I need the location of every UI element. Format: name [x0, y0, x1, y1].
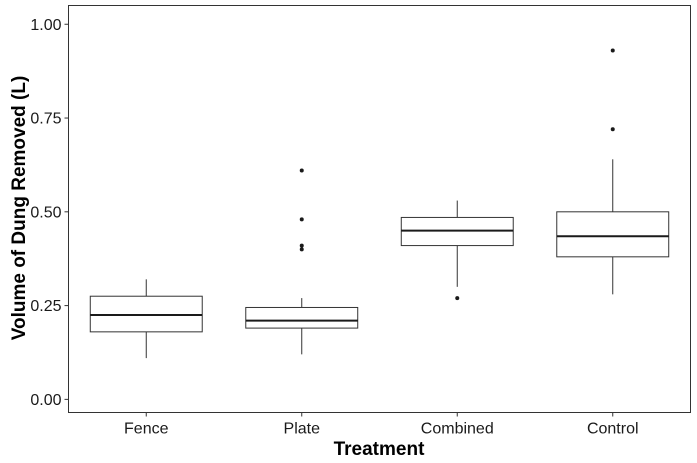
y-axis: 0.00 0.25 0.50 0.75 1.00: [30, 17, 69, 409]
y-axis-title: Volume of Dung Removed (L): [9, 76, 30, 341]
outlier-point: [299, 217, 304, 222]
outlier-point: [610, 48, 615, 53]
y-tick-label: 0.00: [30, 392, 61, 409]
box-fence: [89, 279, 203, 359]
outlier-point: [299, 247, 304, 252]
x-axis: Fence Plate Combined Control: [124, 412, 639, 438]
y-tick-label: 1.00: [30, 17, 61, 34]
plot-panel: [68, 5, 691, 413]
x-tick-label: Plate: [284, 421, 321, 438]
x-axis-title: Treatment: [334, 439, 425, 460]
box-control: [556, 48, 670, 295]
x-tick-label: Combined: [421, 421, 494, 438]
outlier-point: [299, 168, 304, 173]
y-tick-label: 0.25: [30, 298, 61, 315]
y-tick-label: 0.75: [30, 111, 61, 128]
y-tick-label: 0.50: [30, 204, 61, 221]
x-tick-label: Fence: [124, 421, 169, 438]
outlier-point: [455, 296, 460, 301]
box-plate: [245, 168, 359, 355]
iqr-box: [556, 211, 670, 258]
boxes: [89, 48, 670, 359]
box-combined: [400, 200, 514, 301]
outlier-point: [610, 127, 615, 132]
iqr-box: [245, 306, 359, 329]
outlier-point: [299, 243, 304, 248]
x-tick-label: Control: [587, 421, 639, 438]
